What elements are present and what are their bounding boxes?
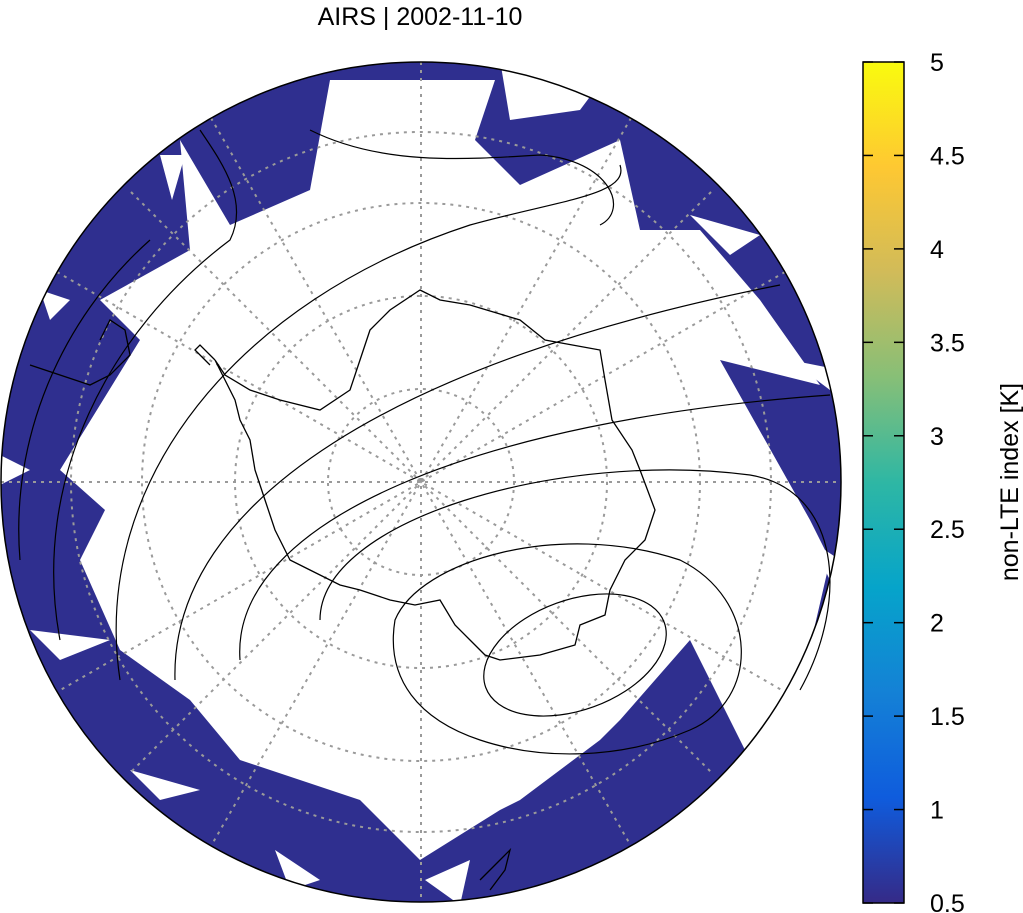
colorbar-tick-label: 3.5 <box>930 329 965 357</box>
contour-line <box>392 543 742 755</box>
map-border <box>0 61 842 903</box>
colorbar-tick-label: 4 <box>930 236 944 264</box>
contours <box>18 129 831 755</box>
contour-line <box>319 469 831 691</box>
swath-gap <box>425 860 470 902</box>
new-zealand-coastline <box>479 847 512 891</box>
antarctica-coastline <box>214 289 656 661</box>
colorbar-gradient <box>862 61 905 904</box>
coastlines <box>29 289 656 891</box>
swath-gap <box>690 215 760 255</box>
contour-line <box>53 129 238 641</box>
south-america-coastline <box>29 319 131 386</box>
polar-map <box>0 61 842 903</box>
colorbar-tick-label: 3 <box>930 423 944 451</box>
contour-line <box>483 593 667 717</box>
colorbar-label: non-LTE index [K] <box>996 383 1023 581</box>
contour-line <box>115 164 622 681</box>
contour-line <box>174 284 781 681</box>
colorbar-tick-label: 2.5 <box>930 516 965 544</box>
swath-gap <box>30 630 110 660</box>
colorbar-ticks: 5 4.5 4 3.5 3 2.5 2 1.5 1 0.5 <box>863 49 965 913</box>
map-title: AIRS | 2002-11-10 <box>317 3 523 31</box>
peninsula-coastline <box>194 344 216 366</box>
contour-line <box>239 394 831 661</box>
colorbar-tick-label: 4.5 <box>930 142 965 170</box>
colorbar-tick-label: 5 <box>930 49 944 77</box>
swath-gap <box>740 700 770 730</box>
swath-gap <box>130 770 200 800</box>
swath-gap <box>1 455 30 485</box>
contour-line <box>18 239 151 561</box>
swath-gap <box>160 155 185 200</box>
colorbar-tick-label: 0.5 <box>930 890 965 913</box>
contour-line <box>309 129 615 226</box>
colorbar-tick-label: 2 <box>930 610 944 638</box>
swath-gap <box>40 290 70 320</box>
colorbar-tick-label: 1 <box>930 797 944 825</box>
graticule <box>1 62 841 902</box>
colorbar-tick-label: 1.5 <box>930 703 965 731</box>
